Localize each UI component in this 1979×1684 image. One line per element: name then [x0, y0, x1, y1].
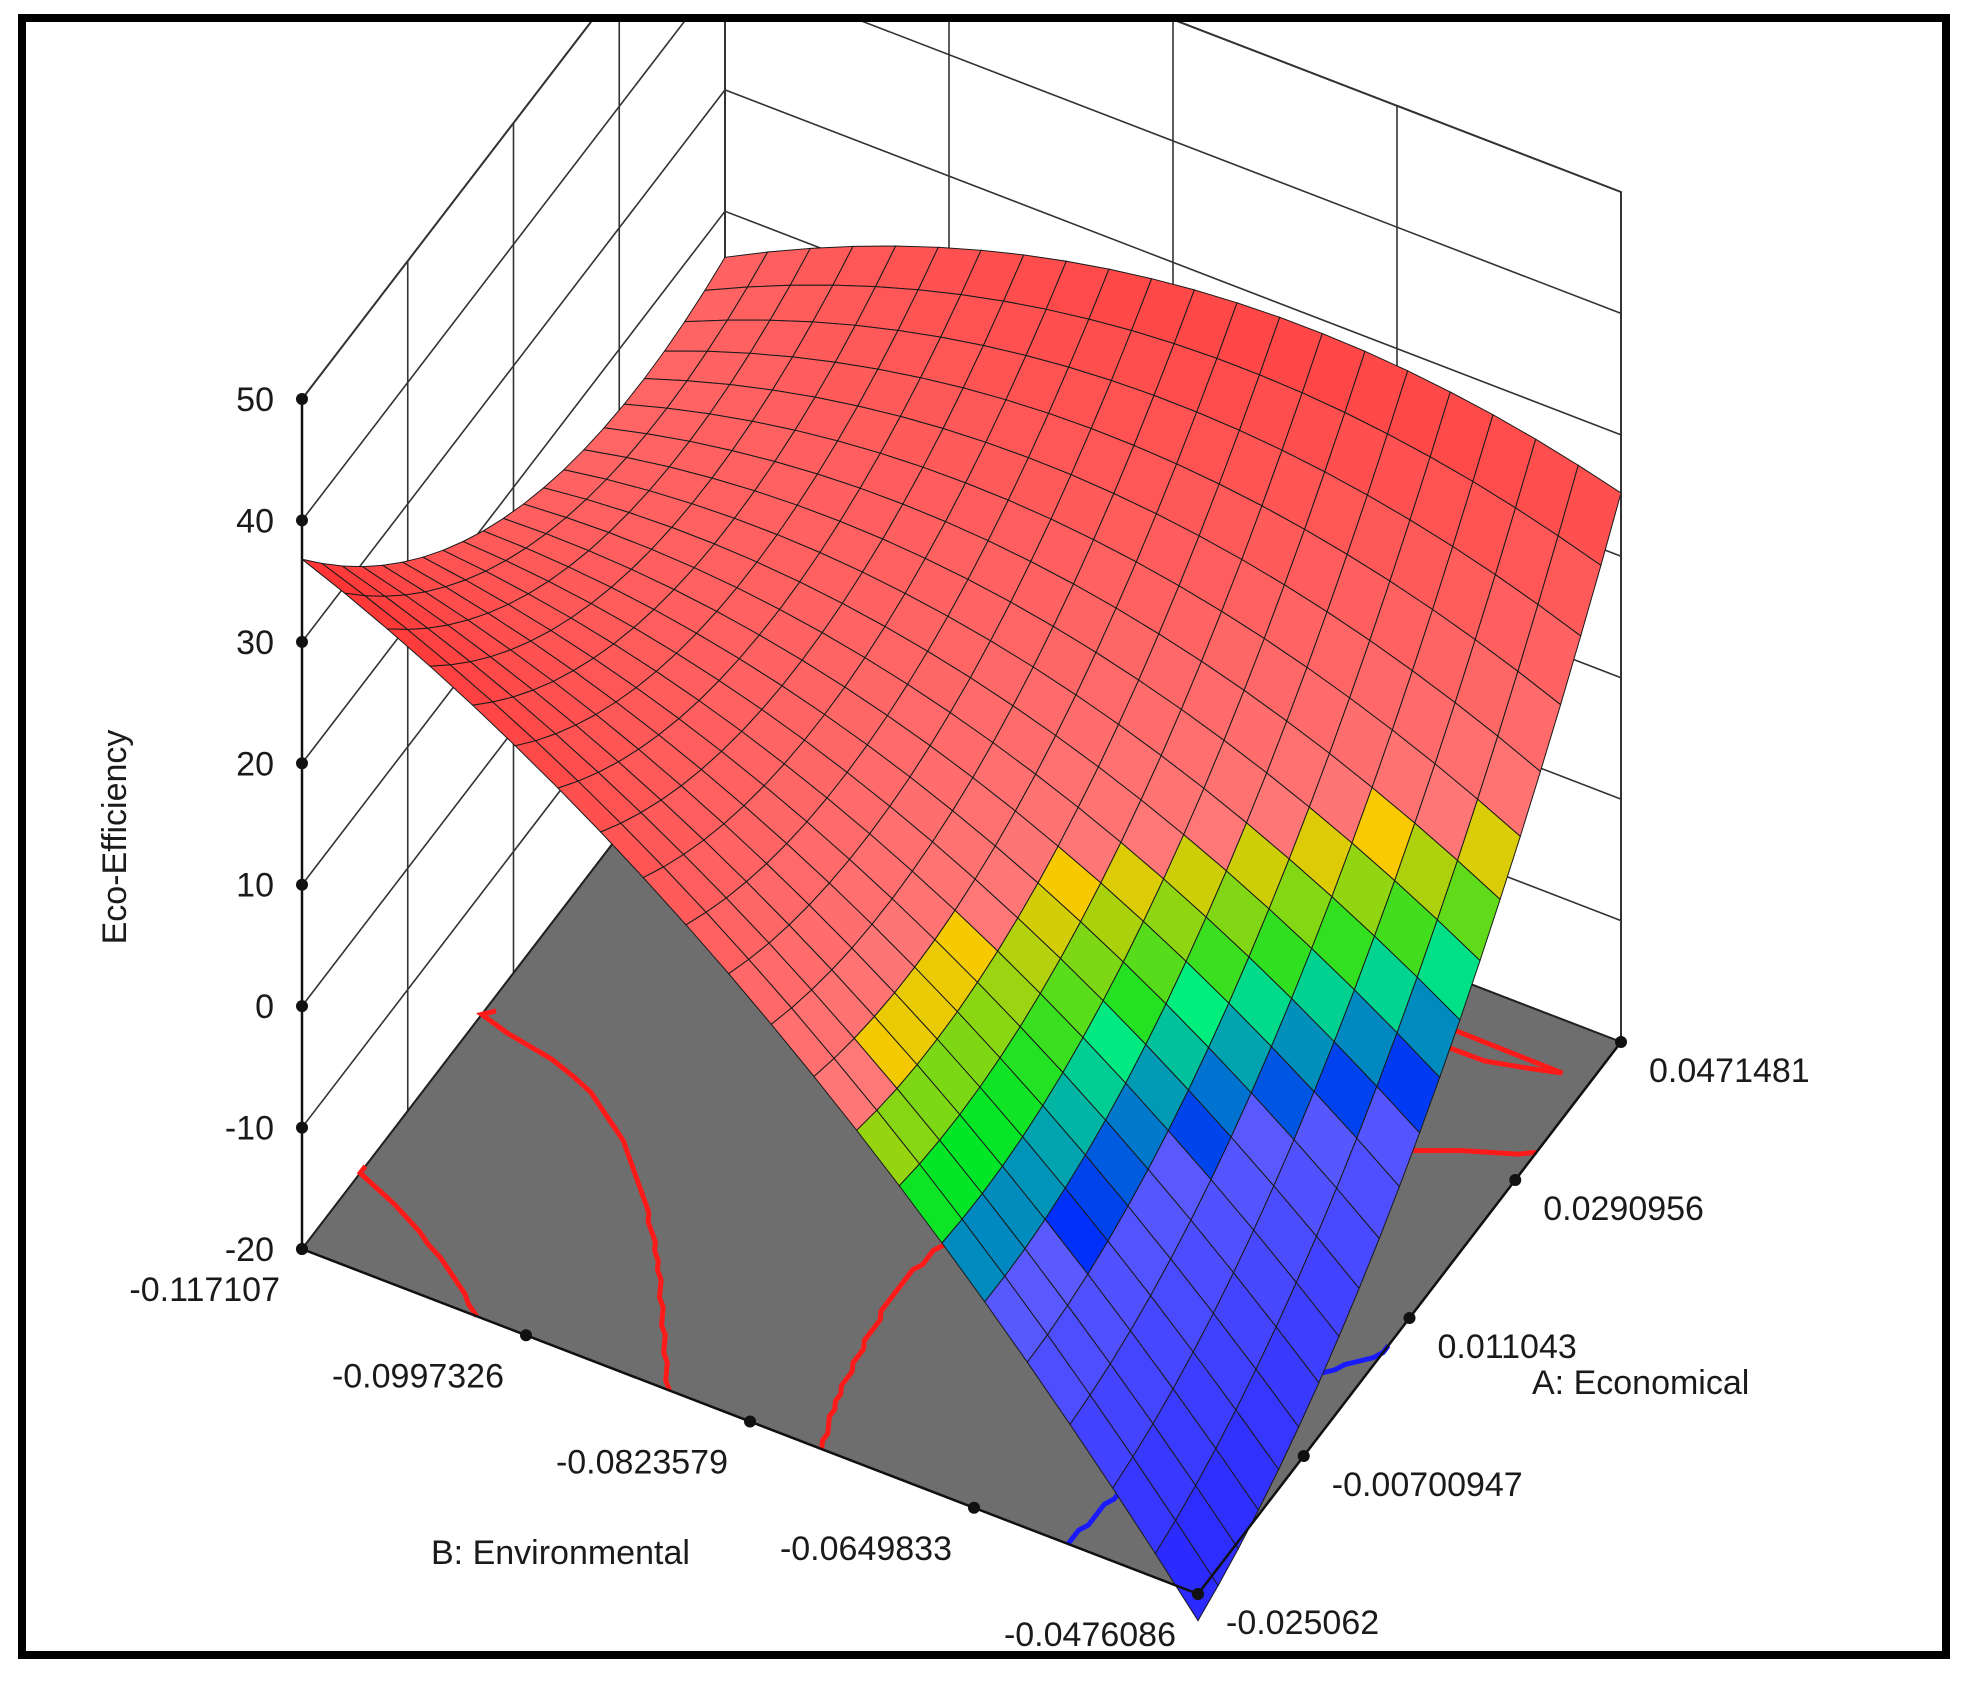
a-tick-label: -0.00700947: [1332, 1466, 1523, 1504]
contour-line: [356, 1164, 479, 1318]
z-tick-label: 0: [255, 988, 274, 1026]
b-tick-label: -0.0823579: [556, 1444, 728, 1482]
a-tick-mark: [1192, 1588, 1204, 1600]
z-tick-label: -20: [225, 1231, 274, 1269]
z-tick-mark: [296, 514, 308, 527]
z-tick-mark: [296, 635, 308, 648]
b-tick-label: -0.0476086: [1004, 1616, 1176, 1651]
response-surface: [301, 245, 1622, 1622]
a-tick-mark: [1297, 1450, 1310, 1462]
b-axis-label: B: Environmental: [431, 1534, 690, 1572]
a-tick-mark: [1615, 1036, 1627, 1048]
contour-line: [475, 1008, 672, 1392]
z-tick-mark: [296, 757, 308, 770]
b-tick-mark: [520, 1329, 532, 1342]
a-tick-label: 0.0290956: [1543, 1190, 1704, 1228]
a-tick-label: -0.025062: [1226, 1604, 1379, 1642]
b-tick-mark: [968, 1501, 980, 1514]
a-axis-label: A: Economical: [1532, 1364, 1749, 1402]
z-tick-label: 30: [236, 624, 274, 662]
chart-frame: -20 -10 0 10 20 30 40 50 -0.117107 -0.0997326 -0.0…: [18, 14, 1950, 1659]
z-tick-label: 20: [236, 745, 274, 783]
a-tick-mark: [1403, 1312, 1416, 1324]
b-tick-label: -0.0649833: [780, 1530, 952, 1568]
z-tick-label: -10: [225, 1110, 274, 1148]
wall-gridline-z: [301, 22, 1622, 400]
z-axis-label: Eco-Efficiency: [96, 730, 134, 945]
z-tick-mark: [296, 1000, 308, 1013]
b-tick-mark: [744, 1415, 756, 1428]
z-tick-mark: [296, 1121, 308, 1134]
axes: -20 -10 0 10 20 30 40 50 -0.117107 -0.0997326 -0.0…: [129, 381, 1809, 1651]
b-tick-label: -0.0997326: [332, 1357, 504, 1395]
z-tick-mark: [296, 393, 308, 405]
z-tick-label: 40: [236, 502, 274, 540]
a-tick-label: 0.011043: [1438, 1328, 1577, 1366]
wall-gridline-z: [301, 22, 1622, 521]
b-tick-label: -0.117107: [129, 1271, 280, 1309]
surface-plot: -20 -10 0 10 20 30 40 50 -0.117107 -0.0997326 -0.0…: [96, 22, 1810, 1651]
wall-gridline-z: [301, 88, 1622, 643]
b-tick-mark: [296, 1243, 308, 1255]
a-tick-mark: [1509, 1174, 1522, 1186]
z-tick-label: 50: [236, 381, 274, 419]
z-tick-mark: [296, 878, 308, 891]
z-tick-label: 10: [236, 867, 274, 905]
a-tick-label: 0.0471481: [1649, 1052, 1810, 1090]
